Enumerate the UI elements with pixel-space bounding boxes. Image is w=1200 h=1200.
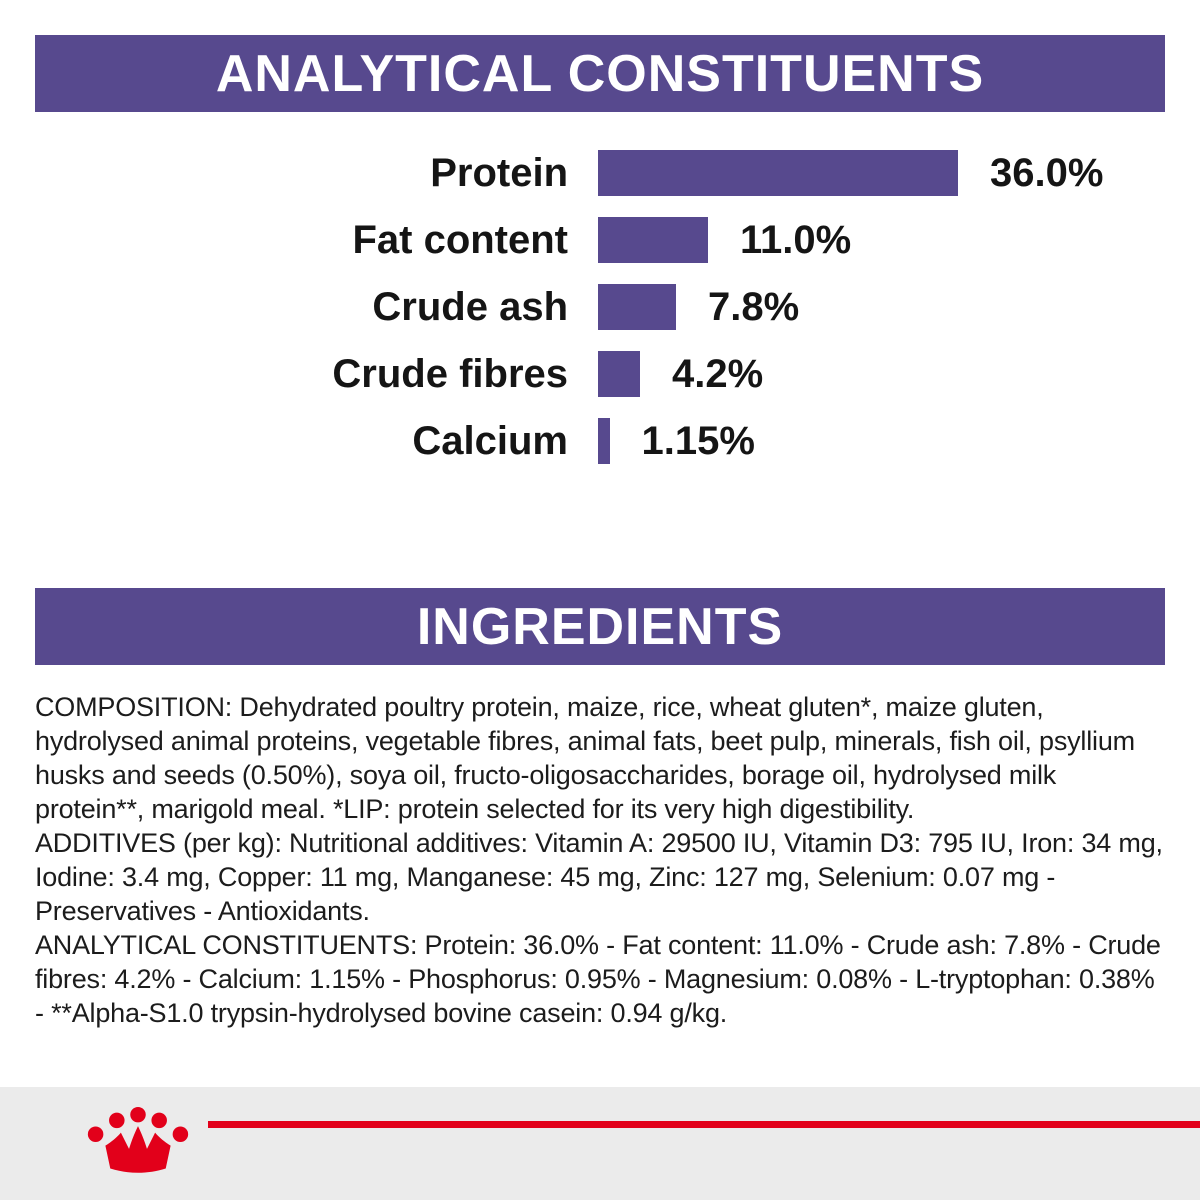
chart-row: Protein 36.0% [0,150,1200,196]
chart-category-label: Protein [430,150,568,195]
chart-value-label: 7.8% [708,284,800,329]
analytical-constituents-banner: ANALYTICAL CONSTITUENTS [35,35,1165,112]
chart-bar [598,351,640,397]
chart-row: Fat content 11.0% [0,217,1200,263]
chart-row: Crude ash 7.8% [0,284,1200,330]
chart-value-label: 36.0% [990,150,1104,195]
chart-row: Crude fibres 4.2% [0,351,1200,397]
ingredients-banner: INGREDIENTS [35,588,1165,665]
constituents-chart: Protein 36.0% Fat content 11.0% Crude ash 7.8… [0,150,1200,485]
chart-value-label: 11.0% [740,217,852,262]
ingredients-text-block: COMPOSITION: Dehydrated poultry protein,… [35,690,1168,1030]
chart-value-label: 4.2% [672,351,764,396]
chart-category-label: Crude fibres [332,351,568,396]
footer-red-line [208,1121,1200,1128]
brand-footer [0,1087,1200,1200]
chart-bar [598,418,610,464]
composition-paragraph: COMPOSITION: Dehydrated poultry protein,… [35,692,1135,824]
additives-paragraph: ADDITIVES (per kg): Nutritional additive… [35,828,1163,926]
chart-category-label: Calcium [412,418,568,463]
chart-bar [598,150,958,196]
chart-row: Calcium 1.15% [0,418,1200,464]
analytical-constituents-title: ANALYTICAL CONSTITUENTS [215,44,985,103]
chart-value-label: 1.15% [641,418,755,463]
royal-canin-crown-logo-icon [87,1106,189,1173]
chart-category-label: Crude ash [372,284,568,329]
analytical-constituents-paragraph: ANALYTICAL CONSTITUENTS: Protein: 36.0% … [35,930,1161,1028]
ingredients-title: INGREDIENTS [416,597,784,656]
chart-bar [598,284,676,330]
chart-bar [598,217,708,263]
chart-category-label: Fat content [352,217,568,262]
